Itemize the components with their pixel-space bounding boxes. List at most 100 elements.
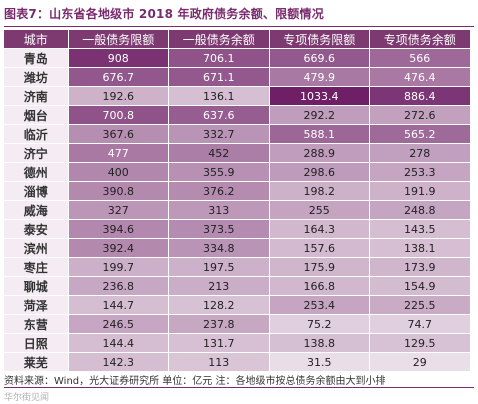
table-row: 潍坊 676.7 671.1 479.9 476.4 [4,67,471,87]
table-row: 济南 192.6 136.1 1033.4 886.4 [4,86,471,106]
general-limit-cell: 367.6 [68,124,169,144]
general-balance-cell: 313 [168,200,270,220]
general-balance-cell: 197.5 [168,257,270,277]
table-row: 菏泽 144.7 128.2 253.4 225.5 [4,295,471,315]
city-cell: 日照 [4,333,69,353]
city-cell: 德州 [4,162,69,182]
city-cell: 青岛 [4,48,69,68]
general-limit-cell: 142.3 [68,352,169,372]
general-balance-cell: 237.8 [168,314,270,334]
general-balance-cell: 332.7 [168,124,270,144]
general-balance-cell: 128.2 [168,295,270,315]
general-limit-cell: 392.4 [68,238,169,258]
table-row: 威海 327 313 255 248.8 [4,200,471,220]
city-cell: 淄博 [4,181,69,201]
general-limit-cell: 236.8 [68,276,169,296]
special-limit-cell: 31.5 [269,352,370,372]
general-balance-cell: 376.2 [168,181,270,201]
table-row: 烟台 700.8 637.6 292.2 272.6 [4,105,471,125]
general-balance-cell: 213 [168,276,270,296]
general-limit-cell: 144.7 [68,295,169,315]
special-limit-cell: 75.2 [269,314,370,334]
column-header-special-balance: 专项债务余额 [369,30,471,49]
special-limit-cell: 166.8 [269,276,370,296]
special-limit-cell: 1033.4 [269,86,370,106]
special-balance-cell: 173.9 [369,257,471,277]
special-limit-cell: 288.9 [269,143,370,163]
special-balance-cell: 565.2 [369,124,471,144]
special-balance-cell: 476.4 [369,67,471,87]
table-row: 枣庄 199.7 197.5 175.9 173.9 [4,257,471,277]
source-note: 资料来源：Wind，光大证券研究所 单位：亿元 注：各地级市按总债务余额由大到小… [4,376,386,387]
special-balance-cell: 886.4 [369,86,471,106]
special-balance-cell: 225.5 [369,295,471,315]
general-balance-cell: 131.7 [168,333,270,353]
table-row: 临沂 367.6 332.7 588.1 565.2 [4,124,471,144]
special-balance-cell: 566 [369,48,471,68]
general-limit-cell: 908 [68,48,169,68]
special-limit-cell: 253.4 [269,295,370,315]
special-balance-cell: 154.9 [369,276,471,296]
general-limit-cell: 700.8 [68,105,169,125]
special-balance-cell: 29 [369,352,471,372]
special-balance-cell: 74.7 [369,314,471,334]
table-row: 青岛 908 706.1 669.6 566 [4,48,471,68]
table-row: 日照 144.4 131.7 138.8 129.5 [4,333,471,353]
table-row: 德州 400 355.9 298.6 253.3 [4,162,471,182]
general-limit-cell: 199.7 [68,257,169,277]
city-cell: 菏泽 [4,295,69,315]
special-balance-cell: 138.1 [369,238,471,258]
general-limit-cell: 327 [68,200,169,220]
general-limit-cell: 394.6 [68,219,169,239]
special-balance-cell: 278 [369,143,471,163]
special-balance-cell: 248.8 [369,200,471,220]
table-row: 淄博 390.8 376.2 198.2 191.9 [4,181,471,201]
general-limit-cell: 400 [68,162,169,182]
general-limit-cell: 144.4 [68,333,169,353]
special-limit-cell: 198.2 [269,181,370,201]
general-balance-cell: 671.1 [168,67,270,87]
general-balance-cell: 136.1 [168,86,270,106]
general-limit-cell: 477 [68,143,169,163]
table-row: 泰安 394.6 373.5 164.3 143.5 [4,219,471,239]
city-cell: 济南 [4,86,69,106]
special-limit-cell: 164.3 [269,219,370,239]
city-cell: 枣庄 [4,257,69,277]
general-balance-cell: 373.5 [168,219,270,239]
special-limit-cell: 588.1 [269,124,370,144]
special-balance-cell: 143.5 [369,219,471,239]
table-row: 东营 246.5 237.8 75.2 74.7 [4,314,471,334]
table-row: 滨州 392.4 334.8 157.6 138.1 [4,238,471,258]
general-balance-cell: 355.9 [168,162,270,182]
special-limit-cell: 298.6 [269,162,370,182]
general-balance-cell: 706.1 [168,48,270,68]
city-cell: 潍坊 [4,67,69,87]
figure-title: 图表7：山东省各地级市 2018 年政府债务余额、限额情况 [4,7,324,21]
column-header-general-limit: 一般债务限额 [68,30,169,49]
table-row: 济宁 477 452 288.9 278 [4,143,471,163]
column-header-special-limit: 专项债务限额 [269,30,370,49]
title-divider [4,26,474,27]
general-balance-cell: 334.8 [168,238,270,258]
special-limit-cell: 138.8 [269,333,370,353]
city-cell: 东营 [4,314,69,334]
city-cell: 莱芜 [4,352,69,372]
general-balance-cell: 637.6 [168,105,270,125]
watermark: 华尔街见闻 [4,393,50,403]
special-limit-cell: 175.9 [269,257,370,277]
footer-divider [4,387,474,388]
city-cell: 滨州 [4,238,69,258]
special-balance-cell: 129.5 [369,333,471,353]
debt-table: 城市 一般债务限额 一般债务余额 专项债务限额 专项债务余额 青岛 908 706.… [4,30,471,372]
general-limit-cell: 390.8 [68,181,169,201]
table-header-row: 城市 一般债务限额 一般债务余额 专项债务限额 专项债务余额 [4,30,471,49]
city-cell: 临沂 [4,124,69,144]
table-row: 聊城 236.8 213 166.8 154.9 [4,276,471,296]
special-balance-cell: 191.9 [369,181,471,201]
general-balance-cell: 452 [168,143,270,163]
column-header-general-balance: 一般债务余额 [168,30,270,49]
general-balance-cell: 113 [168,352,270,372]
special-limit-cell: 292.2 [269,105,370,125]
general-limit-cell: 676.7 [68,67,169,87]
city-cell: 威海 [4,200,69,220]
